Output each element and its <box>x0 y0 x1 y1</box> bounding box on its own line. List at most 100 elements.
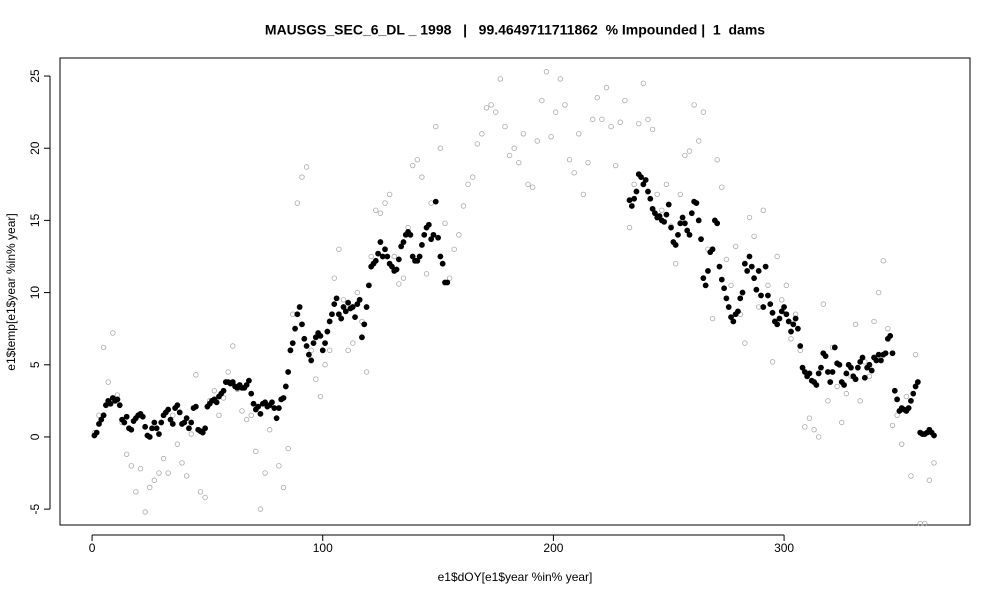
point <box>751 275 757 282</box>
point <box>815 434 822 440</box>
point <box>762 263 769 270</box>
y-tick-label: 10 <box>28 286 42 300</box>
point <box>760 304 767 310</box>
point <box>716 263 723 270</box>
point <box>705 268 711 274</box>
point <box>183 415 190 422</box>
point <box>289 340 296 347</box>
point <box>243 416 250 423</box>
point <box>790 321 797 328</box>
point <box>147 484 153 491</box>
point <box>553 109 559 115</box>
point <box>202 425 208 432</box>
point <box>882 350 889 357</box>
point <box>631 195 638 202</box>
point <box>414 157 421 163</box>
point <box>730 318 737 325</box>
point <box>338 315 345 322</box>
point <box>165 470 171 476</box>
point <box>269 399 275 406</box>
point <box>202 494 208 501</box>
point <box>783 311 790 318</box>
point <box>622 97 628 104</box>
point <box>672 261 679 267</box>
point <box>753 286 760 293</box>
point <box>647 195 654 202</box>
point <box>356 296 363 303</box>
point <box>433 123 439 130</box>
point <box>352 314 358 321</box>
point <box>317 332 324 339</box>
point <box>439 260 446 267</box>
point <box>375 250 381 257</box>
point <box>836 361 843 368</box>
point <box>718 276 725 283</box>
point <box>479 131 485 137</box>
point <box>677 191 683 198</box>
point <box>255 403 262 410</box>
point <box>114 396 121 403</box>
point <box>691 102 697 108</box>
point <box>767 301 774 308</box>
point <box>732 243 739 250</box>
point <box>276 405 282 411</box>
point <box>153 425 160 432</box>
point <box>700 109 707 115</box>
point <box>885 325 891 332</box>
point <box>914 379 921 385</box>
point <box>908 397 914 404</box>
point <box>735 308 741 315</box>
point <box>156 470 162 476</box>
point <box>516 159 522 166</box>
point <box>331 275 337 281</box>
point <box>746 253 753 260</box>
point <box>931 460 937 466</box>
point <box>363 369 370 375</box>
point <box>774 253 780 260</box>
point <box>714 157 720 163</box>
point <box>442 220 448 226</box>
point <box>922 520 928 527</box>
x-axis-label: e1$dOY[e1$year %in% year] <box>438 570 593 584</box>
x-tick-label: 300 <box>774 541 794 555</box>
point <box>502 123 508 130</box>
chart-title: MAUSGS_SEC_6_DL _ 1998 | 99.464971171186… <box>265 22 765 38</box>
point <box>788 328 794 335</box>
point <box>299 321 305 328</box>
point <box>681 220 688 227</box>
point <box>725 304 732 310</box>
point <box>345 299 352 306</box>
point <box>525 181 531 188</box>
point <box>179 460 185 466</box>
point <box>585 159 591 166</box>
point <box>384 253 391 260</box>
point <box>659 207 665 213</box>
point <box>299 174 305 180</box>
point <box>368 253 374 260</box>
point <box>419 242 425 248</box>
point <box>216 412 222 418</box>
point <box>460 203 467 209</box>
point <box>469 174 476 180</box>
point <box>688 210 695 217</box>
point <box>783 282 790 289</box>
point <box>543 69 550 75</box>
point <box>93 429 100 436</box>
point <box>142 423 149 430</box>
point <box>230 343 236 349</box>
point <box>728 282 734 289</box>
point <box>211 388 218 394</box>
point <box>852 376 859 383</box>
point <box>765 292 771 299</box>
x-tick-label: 0 <box>89 541 96 555</box>
point <box>107 400 114 407</box>
point <box>880 258 886 264</box>
point <box>354 289 361 296</box>
point <box>465 181 471 188</box>
point <box>682 152 688 159</box>
point <box>723 295 730 302</box>
point <box>128 426 135 433</box>
point <box>654 191 660 198</box>
point <box>608 123 614 130</box>
point <box>617 119 624 125</box>
